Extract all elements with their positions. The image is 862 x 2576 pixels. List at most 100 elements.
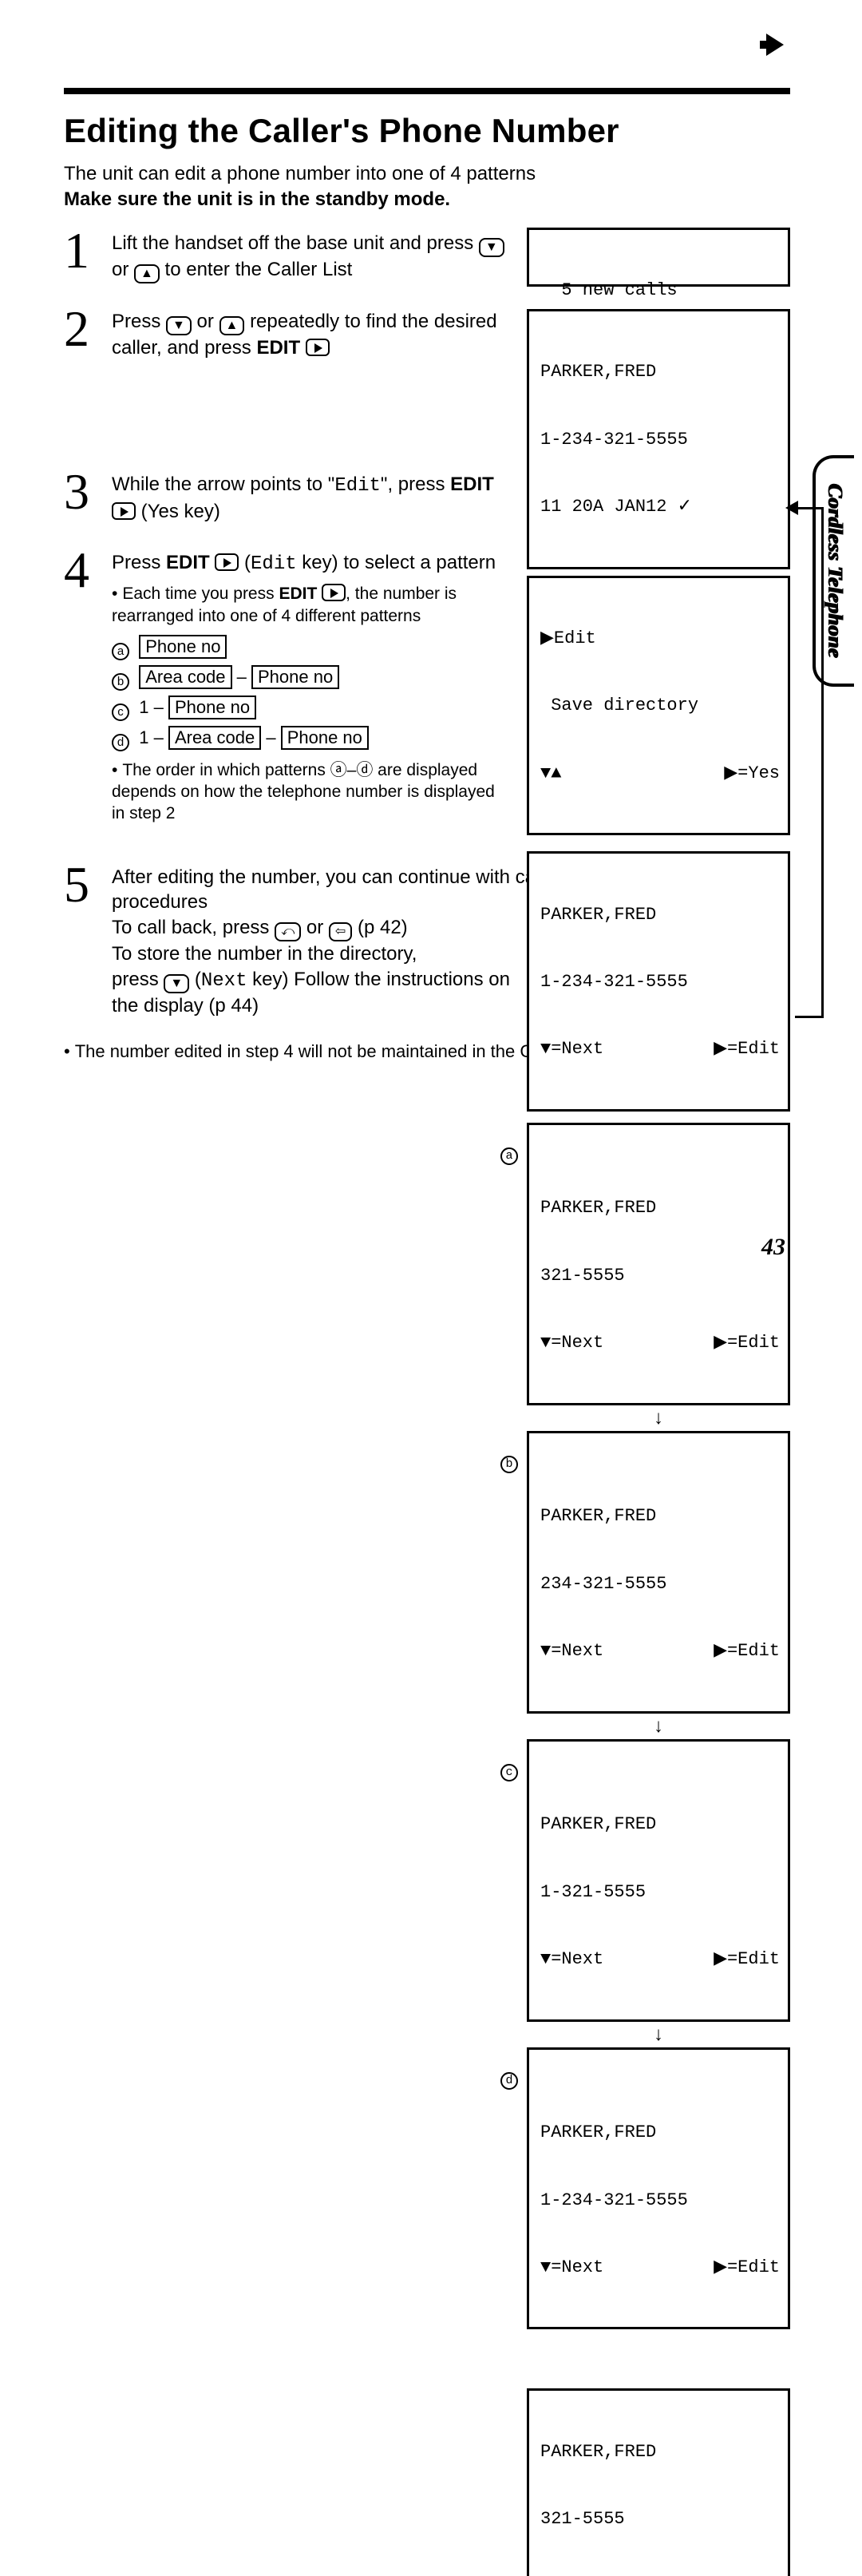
text: Press (112, 552, 166, 573)
page-number: 43 (761, 1234, 785, 1261)
text: ( (195, 969, 201, 990)
phone-no-box: Phone no (281, 726, 369, 750)
lcd-text: ▼▲ (540, 763, 561, 785)
text: (p 42) (358, 917, 408, 938)
step-1: 1 Lift the handset off the base unit and… (64, 228, 511, 283)
lcd-line: ▼▲ ▶=Yes (540, 763, 780, 785)
lcd-screen-4c: c PARKER,FRED 1-321-5555 ▼=Next ▶=Edit (527, 1739, 790, 2022)
talk-key-icon: ⤺ (275, 922, 301, 941)
down-key-icon (166, 316, 192, 335)
lcd-line: PARKER,FRED (540, 2441, 780, 2463)
lcd-text: ▼=Next (540, 1332, 603, 1354)
text: press (112, 969, 164, 990)
circle-a-icon: a (112, 643, 129, 660)
section-tab-label: Cordless Telephone (823, 484, 847, 658)
lcd-line: 321-5555 (540, 1265, 780, 1287)
lcd-line: ▼=Next ▶=Edit (540, 1038, 780, 1060)
bullet-icon (112, 761, 122, 779)
lcd-screen-4b: b PARKER,FRED 234-321-5555 ▼=Next ▶=Edit (527, 1431, 790, 1714)
step-body: Press or repeatedly to find the desired … (112, 306, 511, 361)
lcd-line: ▼=Next ▶=Edit (540, 1640, 780, 1663)
edit-label: EDIT (279, 585, 317, 603)
step-4: 4 Press EDIT (Edit key) to select a patt… (64, 547, 511, 825)
pattern-d: d 1 – Area code – Phone no (112, 726, 511, 751)
pattern-list: a Phone no b Area code – Phone no c 1 – … (112, 635, 511, 751)
down-arrow-icon: ↓ (527, 1409, 790, 1428)
step-number: 1 (64, 228, 112, 274)
lcd-text: ▶=Edit (714, 1038, 780, 1060)
down-arrow-icon: ↓ (527, 2025, 790, 2044)
step-2: 2 Press or repeatedly to find the desire… (64, 306, 511, 361)
lcd-screen-5: PARKER,FRED 321-5555 ▲=Edit ▶=Save (527, 2388, 790, 2576)
circle-d-icon: d (500, 2072, 518, 2090)
mono-text: Edit (251, 553, 297, 575)
lcd-text: ▶=Edit (714, 1640, 780, 1663)
lcd-text: ▼=Next (540, 2257, 603, 2279)
text: To call back, press (112, 917, 275, 938)
lcd-screen-2a: PARKER,FRED 1-234-321-5555 11 20A JAN12 … (527, 309, 790, 569)
intro-line1: The unit can edit a phone number into on… (64, 163, 536, 184)
step-body: While the arrow points to "Edit", press … (112, 469, 511, 524)
phone-no-box: Phone no (139, 635, 227, 659)
phone-no-box: Phone no (168, 696, 256, 719)
page-title: Editing the Caller's Phone Number (64, 112, 790, 150)
edit-label: EDIT (166, 552, 210, 573)
step-3: 3 While the arrow points to "Edit", pres… (64, 469, 511, 524)
edit-label: EDIT (450, 474, 494, 495)
text: ( (244, 552, 251, 573)
lcd-line: 234-321-5555 (540, 1573, 780, 1595)
area-code-box: Area code (168, 726, 261, 750)
lcd-screens-column: 5 new calls ▼▲ ▶=Directory PARKER,FRED 1… (527, 228, 790, 2576)
lcd-text: ▶=Edit (714, 1332, 780, 1354)
edit-key-icon (215, 553, 239, 571)
lcd-line: 1-234-321-5555 (540, 2190, 780, 2212)
sep: – (232, 667, 251, 687)
lcd-text: ▼=Next (540, 1038, 603, 1060)
footnote-text: The number edited in step 4 will not be … (75, 1041, 598, 1061)
text: The order in which patterns ⓐ–ⓓ are disp… (112, 761, 495, 823)
step-body: Lift the handset off the base unit and p… (112, 228, 511, 283)
lcd-line: PARKER,FRED (540, 361, 780, 383)
steps-area: 1 Lift the handset off the base unit and… (64, 228, 790, 1019)
step-number: 3 (64, 469, 112, 515)
intro-text: The unit can edit a phone number into on… (64, 161, 790, 213)
circle-c-icon: c (112, 703, 129, 721)
step-number: 4 (64, 547, 112, 593)
bullet-icon (112, 585, 122, 603)
lcd-text: ▼=Next (540, 1640, 603, 1663)
sep: – (261, 727, 280, 747)
text: To call back, press ⤺ or ⇦ (p 42) To sto… (112, 915, 511, 1019)
lcd-line: PARKER,FRED (540, 2122, 780, 2144)
manual-page: Editing the Caller's Phone Number The un… (0, 0, 862, 1288)
step-number: 2 (64, 306, 112, 352)
lcd-line: 5 new calls (540, 279, 780, 302)
pattern-a: a Phone no (112, 635, 511, 660)
lcd-line: 11 20A JAN12 ✓ (540, 496, 780, 518)
mono-text: Edit (334, 475, 381, 497)
lcd-line: 1-234-321-5555 (540, 971, 780, 993)
text: To store the number in the directory, (112, 943, 417, 965)
lcd-line: 1-321-5555 (540, 1881, 780, 1904)
lcd-line: PARKER,FRED (540, 1505, 780, 1528)
note: Each time you press EDIT , the number is… (112, 583, 511, 627)
text: ", press (381, 474, 450, 495)
up-key-icon (219, 316, 245, 335)
pattern-c: c 1 – Phone no (112, 696, 511, 721)
lcd-line: ▶Edit (540, 628, 780, 650)
lcd-line: 321-5555 (540, 2508, 780, 2530)
lcd-line: ▼=Next ▶=Edit (540, 1948, 780, 1971)
lcd-line: 1-234-321-5555 (540, 429, 780, 451)
edit-key-icon (112, 502, 136, 520)
edit-key-icon (322, 584, 346, 601)
lcd-text: ▶=Edit (714, 2257, 780, 2279)
text: While the arrow points to " (112, 474, 334, 495)
up-key-icon (134, 264, 160, 283)
text: or (112, 259, 134, 280)
lcd-screen-1: 5 new calls ▼▲ ▶=Directory (527, 228, 790, 287)
down-key-icon (164, 974, 189, 993)
next-page-arrow-icon (766, 34, 784, 56)
edit-key-icon (306, 339, 330, 356)
intro-line2: Make sure the unit is in the standby mod… (64, 188, 450, 210)
step-body: Press EDIT (Edit key) to select a patter… (112, 547, 511, 825)
text: or (197, 311, 219, 332)
